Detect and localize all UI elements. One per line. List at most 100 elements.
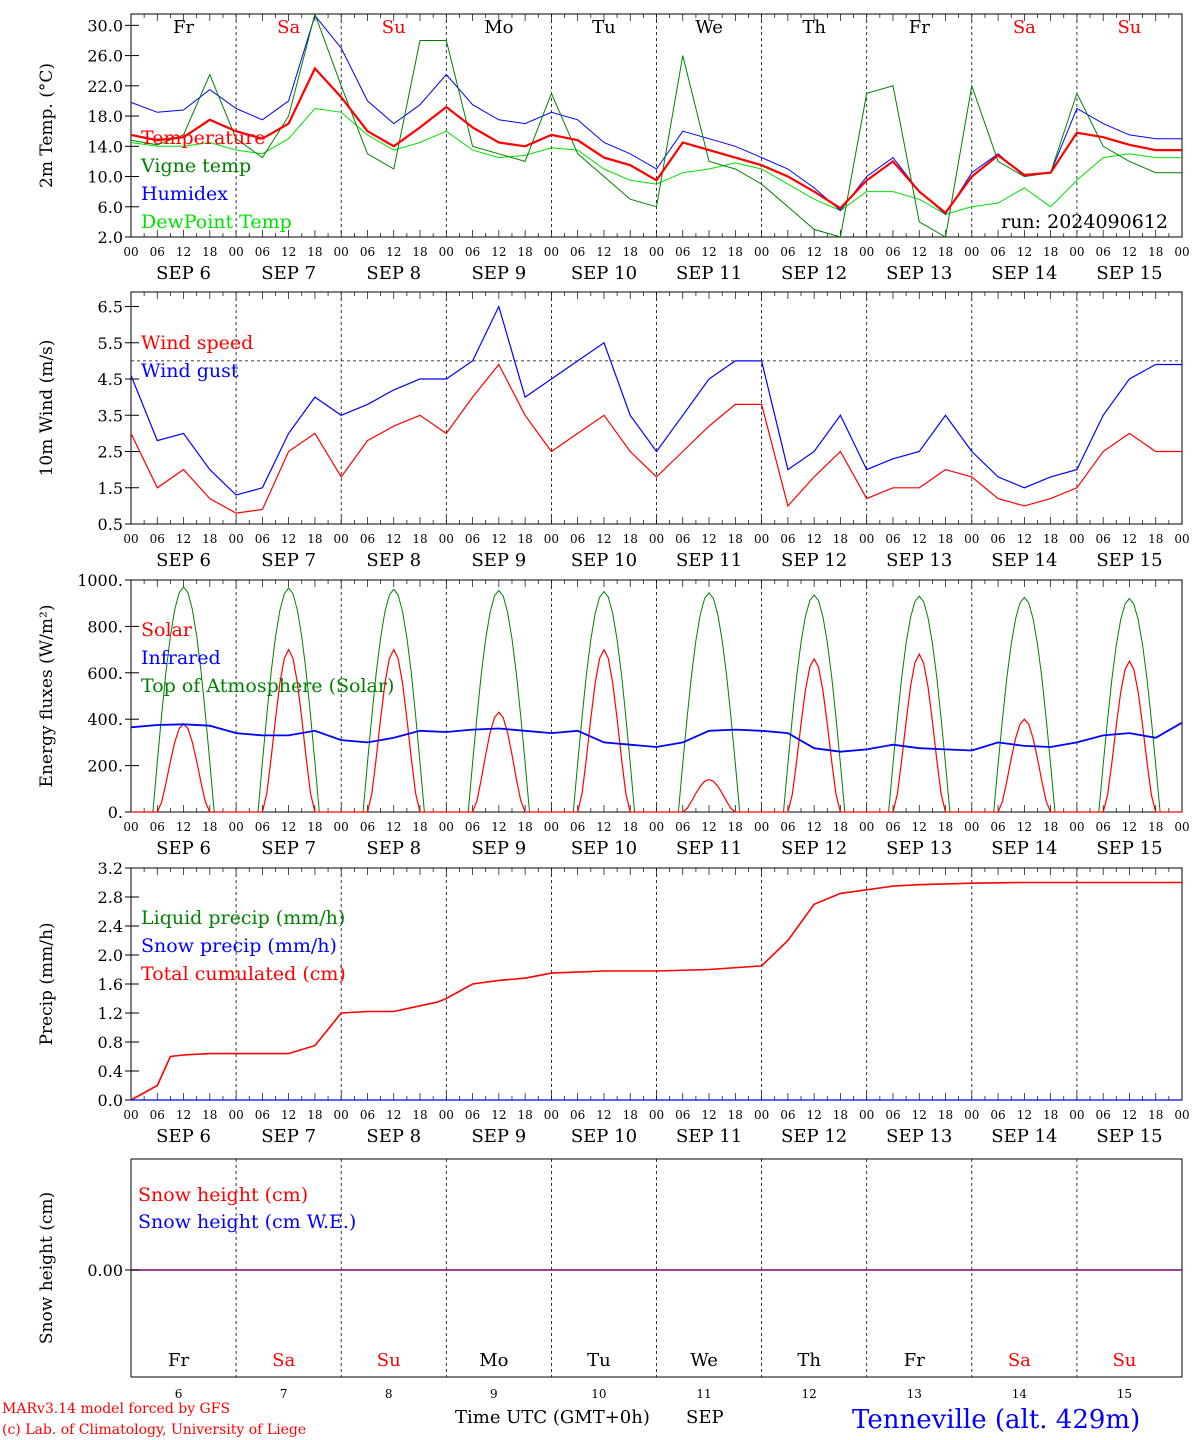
hour-tick-label: 00 [1174, 820, 1189, 834]
hour-tick-label: 00 [1174, 245, 1189, 259]
hour-tick-label: 18 [623, 1108, 638, 1122]
date-label: SEP 9 [471, 550, 526, 571]
hour-tick-label: 00 [544, 1108, 559, 1122]
hour-tick-label: 06 [465, 245, 480, 259]
date-label: SEP 10 [571, 550, 637, 571]
hour-tick-label: 12 [1122, 245, 1137, 259]
hour-tick-label: 18 [938, 820, 953, 834]
hour-tick-label: 00 [228, 1108, 243, 1122]
hour-tick-label: 00 [123, 245, 138, 259]
hour-tick-label: 00 [649, 532, 664, 546]
weekday-label: Th [797, 1350, 821, 1371]
hour-tick-label: 12 [491, 820, 506, 834]
date-label: SEP 10 [571, 1126, 637, 1147]
hour-tick-label: 00 [334, 820, 349, 834]
hour-tick-label: 06 [255, 245, 270, 259]
hour-tick-label: 00 [859, 532, 874, 546]
weekday-label: Mo [479, 1350, 508, 1371]
hour-tick-label: 18 [307, 1108, 322, 1122]
day-number-label: 15 [1117, 1387, 1132, 1401]
date-label: SEP 11 [676, 838, 742, 859]
hour-tick-label: 00 [123, 1108, 138, 1122]
y-tick-label: 1.2 [98, 1004, 123, 1023]
series-line [130, 363, 1182, 514]
hour-tick-label: 06 [675, 820, 690, 834]
station-title: Tenneville (alt. 429m) [852, 1405, 1140, 1435]
date-label: SEP 8 [366, 263, 421, 284]
hour-tick-label: 12 [491, 532, 506, 546]
day-number-label: 8 [385, 1387, 393, 1401]
hour-tick-label: 06 [150, 532, 165, 546]
hour-tick-label: 18 [1148, 532, 1163, 546]
hour-tick-label: 00 [754, 820, 769, 834]
hour-tick-label: 18 [307, 532, 322, 546]
model-credit: MARv3.14 model forced by GFS [2, 1401, 230, 1417]
date-label: SEP 13 [886, 550, 952, 571]
hour-tick-label: 12 [491, 1108, 506, 1122]
hour-tick-label: 12 [596, 532, 611, 546]
legend-entry: Snow height (cm) [138, 1184, 308, 1206]
hour-tick-label: 06 [675, 1108, 690, 1122]
weekday-label: Fr [168, 1350, 189, 1371]
hour-tick-label: 12 [596, 820, 611, 834]
legend-entry: Wind gust [141, 360, 239, 382]
y-tick-label: 2.0 [98, 946, 123, 965]
date-label: SEP 13 [886, 263, 952, 284]
hour-tick-label: 00 [964, 820, 979, 834]
hour-tick-label: 18 [517, 1108, 532, 1122]
y-tick-label: 14.0 [87, 137, 123, 156]
hour-tick-label: 18 [623, 820, 638, 834]
hour-tick-label: 12 [807, 1108, 822, 1122]
y-tick-label: 1000. [77, 571, 123, 590]
hour-tick-label: 18 [307, 245, 322, 259]
legend-entry: Temperature [141, 127, 265, 149]
legend-entry: Total cumulated (cm) [141, 963, 346, 985]
date-label: SEP 6 [156, 838, 211, 859]
hour-tick-label: 18 [202, 245, 217, 259]
hour-tick-label: 12 [1017, 1108, 1032, 1122]
hour-tick-label: 18 [412, 1108, 427, 1122]
date-label: SEP 9 [471, 263, 526, 284]
hour-tick-label: 12 [701, 532, 716, 546]
hour-tick-label: 06 [675, 245, 690, 259]
hour-tick-label: 18 [833, 532, 848, 546]
day-number-label: 13 [907, 1387, 922, 1401]
hour-tick-label: 00 [228, 532, 243, 546]
series-line [130, 881, 1182, 1101]
hour-tick-label: 06 [885, 820, 900, 834]
date-label: SEP 10 [571, 263, 637, 284]
hour-tick-label: 06 [570, 1108, 585, 1122]
hour-tick-label: 12 [386, 1108, 401, 1122]
hour-tick-label: 00 [649, 245, 664, 259]
series-line [131, 648, 1182, 813]
panel-1: 00 06 12 18 00 06 12 18 00 06 12 18 00 06 12 18 00 06 12 18… [37, 12, 1190, 284]
hour-tick-label: 12 [386, 245, 401, 259]
weekday-label: Sa [1013, 17, 1036, 38]
hour-tick-label: 00 [228, 820, 243, 834]
hour-tick-label: 06 [1096, 245, 1111, 259]
hour-tick-label: 06 [780, 532, 795, 546]
series-line [130, 66, 1182, 215]
hour-tick-label: 06 [465, 820, 480, 834]
y-tick-label: 10.0 [87, 168, 123, 187]
date-label: SEP 13 [886, 1126, 952, 1147]
y-tick-label: 400. [87, 710, 123, 729]
hour-tick-label: 06 [780, 820, 795, 834]
hour-tick-label: 00 [123, 820, 138, 834]
hour-tick-label: 18 [1043, 532, 1058, 546]
day-number-label: 10 [591, 1387, 606, 1401]
legend-entry: Solar [141, 619, 193, 641]
hour-tick-label: 00 [649, 820, 664, 834]
legend-entry: Snow precip (mm/h) [141, 935, 337, 957]
hour-tick-label: 12 [176, 1108, 191, 1122]
hour-tick-label: 06 [465, 1108, 480, 1122]
plot-frame [130, 13, 1183, 238]
hour-tick-label: 00 [754, 1108, 769, 1122]
hour-tick-label: 18 [833, 820, 848, 834]
day-number-label: 7 [280, 1387, 288, 1401]
hour-tick-label: 00 [544, 820, 559, 834]
run-annotation: run: 2024090612 [1001, 211, 1168, 233]
weekday-label: We [695, 17, 723, 38]
hour-tick-label: 06 [360, 532, 375, 546]
weekday-label: Sa [277, 17, 300, 38]
